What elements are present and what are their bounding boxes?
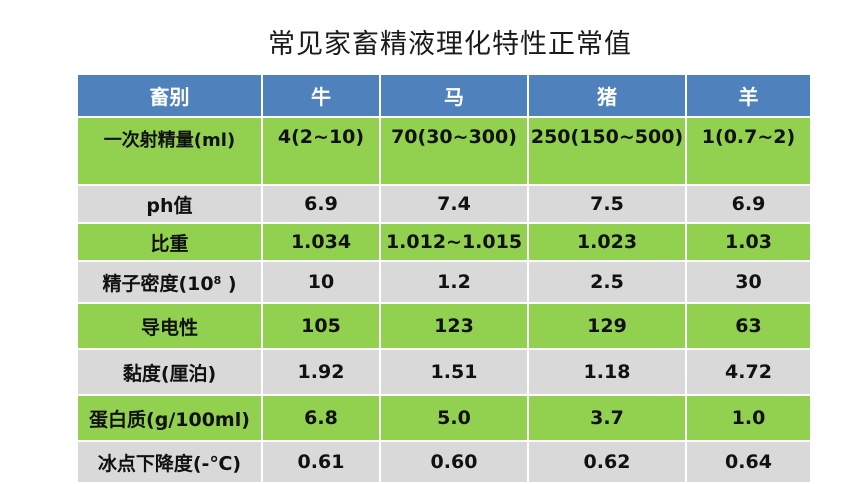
row-label: 冰点下降度(-℃)	[76, 440, 263, 484]
row-label-superscript: 8	[213, 273, 222, 287]
table-header-row: 畜别 牛 马 猪 羊	[76, 73, 812, 118]
table-cell: 3.7	[527, 394, 687, 442]
header-cell-sheep: 羊	[685, 73, 812, 118]
row-label: 黏度(厘泊)	[76, 348, 263, 396]
table-cell: 0.60	[379, 440, 529, 484]
table-cell: 1(0.7~2)	[685, 116, 812, 186]
table-row: 黏度(厘泊) 1.92 1.51 1.18 4.72	[76, 348, 812, 396]
table-cell: 10	[261, 260, 381, 304]
row-label: 精子密度(108 )	[76, 260, 263, 304]
table-cell: 6.9	[261, 184, 381, 224]
semen-properties-table: 畜别 牛 马 猪 羊 一次射精量(ml) 4(2~10) 70(30~300) …	[76, 73, 812, 484]
table-cell: 2.5	[527, 260, 687, 304]
header-cell-cattle: 牛	[261, 73, 381, 118]
table-row: 一次射精量(ml) 4(2~10) 70(30~300) 250(150~500…	[76, 116, 812, 186]
table-cell: 5.0	[379, 394, 529, 442]
table-cell: 1.2	[379, 260, 529, 304]
table-cell: 7.5	[527, 184, 687, 224]
table-row: ph值 6.9 7.4 7.5 6.9	[76, 184, 812, 224]
table-cell: 0.64	[685, 440, 812, 484]
table-cell: 1.18	[527, 348, 687, 396]
table-cell: 129	[527, 302, 687, 350]
table-row: 冰点下降度(-℃) 0.61 0.60 0.62 0.64	[76, 440, 812, 484]
table-row: 比重 1.034 1.012~1.015 1.023 1.03	[76, 222, 812, 262]
table-cell: 1.034	[261, 222, 381, 262]
table-cell: 1.03	[685, 222, 812, 262]
header-cell-pig: 猪	[527, 73, 687, 118]
table-cell: 63	[685, 302, 812, 350]
table-cell: 0.61	[261, 440, 381, 484]
table-cell: 1.51	[379, 348, 529, 396]
table-cell: 30	[685, 260, 812, 304]
row-label-end: )	[221, 272, 237, 295]
header-cell-horse: 马	[379, 73, 529, 118]
table-cell: 6.9	[685, 184, 812, 224]
table-cell: 70(30~300)	[379, 116, 529, 186]
header-cell-species: 畜别	[76, 73, 263, 118]
row-label: 导电性	[76, 302, 263, 350]
table-cell: 105	[261, 302, 381, 350]
table-cell: 123	[379, 302, 529, 350]
table-cell: 1.012~1.015	[379, 222, 529, 262]
table-cell: 1.92	[261, 348, 381, 396]
table-row: 导电性 105 123 129 63	[76, 302, 812, 350]
row-label: ph值	[76, 184, 263, 224]
table-cell: 4(2~10)	[261, 116, 381, 186]
table-cell: 1.0	[685, 394, 812, 442]
table-cell: 0.62	[527, 440, 687, 484]
table-cell: 7.4	[379, 184, 529, 224]
table-cell: 250(150~500)	[527, 116, 687, 186]
table-row: 精子密度(108 ) 10 1.2 2.5 30	[76, 260, 812, 304]
table-row: 蛋白质(g/100ml) 6.8 5.0 3.7 1.0	[76, 394, 812, 442]
row-label: 一次射精量(ml)	[76, 116, 263, 186]
page-title: 常见家畜精液理化特性正常值	[268, 29, 632, 60]
row-label: 比重	[76, 222, 263, 262]
table-cell: 4.72	[685, 348, 812, 396]
row-label: 蛋白质(g/100ml)	[76, 394, 263, 442]
table-cell: 1.023	[527, 222, 687, 262]
row-label-text: 精子密度(10	[102, 272, 214, 295]
table-cell: 6.8	[261, 394, 381, 442]
